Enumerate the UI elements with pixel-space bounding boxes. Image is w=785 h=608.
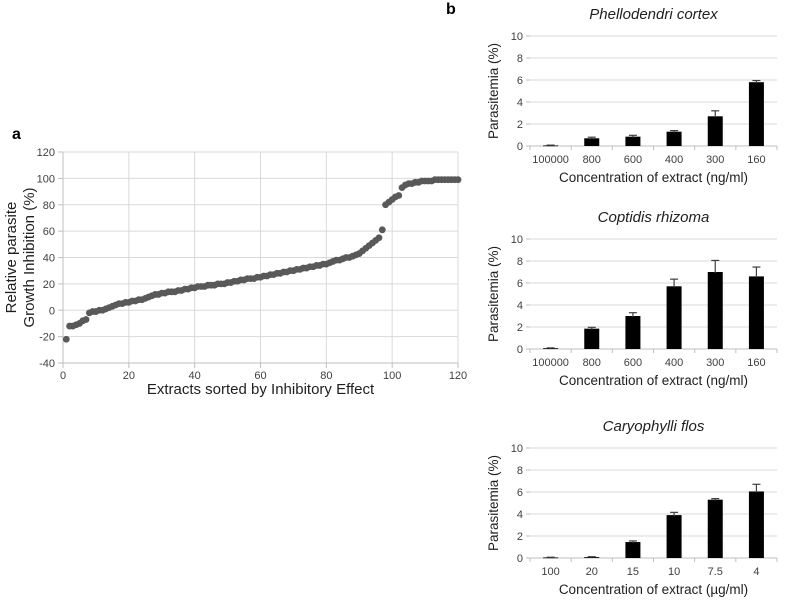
bar-chart-coptidis-rhizoma: Coptidis rhizoma 0 2 4 6 8 10 100000 800 600 400 30… [486, 209, 778, 388]
scatter-points [62, 176, 462, 343]
bar [625, 136, 641, 146]
y-axis-title-line2: Growth Inhibition (%) [21, 187, 38, 327]
y-tick-label: 8 [517, 465, 523, 477]
bar [625, 316, 641, 349]
x-tick-label: 7.5 [708, 566, 723, 578]
bar [666, 515, 682, 558]
scatter-point [395, 192, 403, 199]
x-tick-label: 60 [254, 370, 266, 382]
bar [707, 116, 723, 146]
y-tick-label: 6 [517, 75, 523, 87]
x-tick-label: 600 [624, 357, 642, 369]
y-tick-label: 100 [37, 173, 55, 185]
x-tick-label: 20 [123, 370, 135, 382]
y-tick-label: 0 [517, 344, 523, 356]
x-tick-label: 0 [60, 370, 66, 382]
x-tick-label: 300 [706, 154, 724, 166]
bar [625, 542, 641, 558]
x-tick-label: 20 [586, 566, 598, 578]
x-tick-label: 10 [668, 566, 680, 578]
y-tick-label: 6 [517, 278, 523, 290]
y-axis-title: Parasitemia (%) [486, 455, 501, 551]
y-tick-label: 10 [511, 234, 523, 246]
x-tick-label: 120 [449, 370, 467, 382]
y-tick-label: 6 [517, 487, 523, 499]
bar [748, 276, 764, 349]
bar-chart-phellodendri-cortex: Phellodendri cortex 0 2 4 6 8 10 100000 800 600 40… [486, 6, 778, 185]
y-tick-label: 2 [517, 119, 523, 131]
y-axis-title-line1: Relative parasite [3, 202, 20, 314]
y-tick-label: 8 [517, 256, 523, 268]
x-tick-label: 600 [624, 154, 642, 166]
x-tick-label: 300 [706, 357, 724, 369]
x-tick-label: 800 [583, 357, 601, 369]
bar [748, 82, 764, 146]
scatter-point [454, 176, 462, 184]
x-axis-title: Concentration of extract (µg/ml) [559, 582, 748, 597]
scatter-point [62, 335, 70, 343]
bar-chart-caryophylli-flos: Caryophylli flos 0 2 4 6 8 10 100 20 15 10 7.5 4 Conc… [486, 418, 778, 597]
y-tick-label: 60 [43, 226, 55, 238]
x-tick-label: 800 [583, 154, 601, 166]
scatter-chart-growth-inhibition: -40 -20 0 20 40 60 80 100 120 0 20 40 60 80 100 120 Extr… [3, 147, 467, 398]
y-tick-label: 120 [37, 147, 55, 159]
y-tick-label: -20 [39, 332, 55, 344]
chart-title: Caryophylli flos [603, 418, 705, 435]
x-tick-label: 15 [627, 566, 639, 578]
y-tick-label: 2 [517, 531, 523, 543]
x-axis-title: Concentration of extract (ng/ml) [559, 373, 748, 388]
chart-title: Phellodendri cortex [589, 6, 718, 23]
x-tick-label: 100 [541, 566, 559, 578]
x-axis-title: Extracts sorted by Inhibitory Effect [147, 381, 375, 398]
x-tick-label: 100 [383, 370, 401, 382]
y-tick-label: 0 [517, 141, 523, 153]
bar [707, 272, 723, 349]
x-tick-label: 80 [320, 370, 332, 382]
y-tick-label: 40 [43, 253, 55, 265]
y-axis-title: Parasitemia (%) [486, 246, 501, 342]
panel-a-label: a [12, 126, 21, 143]
y-tick-label: 8 [517, 53, 523, 65]
y-tick-label: 80 [43, 200, 55, 212]
y-tick-label: -40 [39, 358, 55, 370]
y-tick-label: 0 [49, 305, 55, 317]
x-axis-title: Concentration of extract (ng/ml) [559, 170, 748, 185]
x-tick-label: 4 [753, 566, 759, 578]
bar [584, 328, 600, 349]
y-tick-label: 2 [517, 322, 523, 334]
y-tick-label: 10 [511, 443, 523, 455]
y-tick-label: 20 [43, 279, 55, 291]
y-tick-label: 4 [517, 97, 523, 109]
x-tick-label: 160 [747, 357, 765, 369]
y-tick-label: 4 [517, 509, 523, 521]
x-tick-label: 100000 [532, 154, 569, 166]
bar [666, 131, 682, 146]
bar [748, 491, 764, 558]
bar [584, 138, 600, 146]
bar [666, 286, 682, 349]
x-tick-label: 400 [665, 357, 683, 369]
x-tick-label: 40 [189, 370, 201, 382]
panel-b-label: b [446, 1, 456, 18]
scatter-point [82, 316, 90, 323]
y-tick-label: 4 [517, 300, 523, 312]
scatter-point [375, 234, 383, 242]
y-tick-label: 10 [511, 31, 523, 43]
scatter-point [378, 226, 386, 234]
bar [707, 499, 723, 558]
y-tick-label: 0 [517, 553, 523, 565]
y-axis-title: Parasitemia (%) [486, 43, 501, 139]
chart-title: Coptidis rhizoma [598, 209, 710, 226]
x-tick-label: 400 [665, 154, 683, 166]
x-tick-label: 160 [747, 154, 765, 166]
x-tick-label: 100000 [532, 357, 569, 369]
